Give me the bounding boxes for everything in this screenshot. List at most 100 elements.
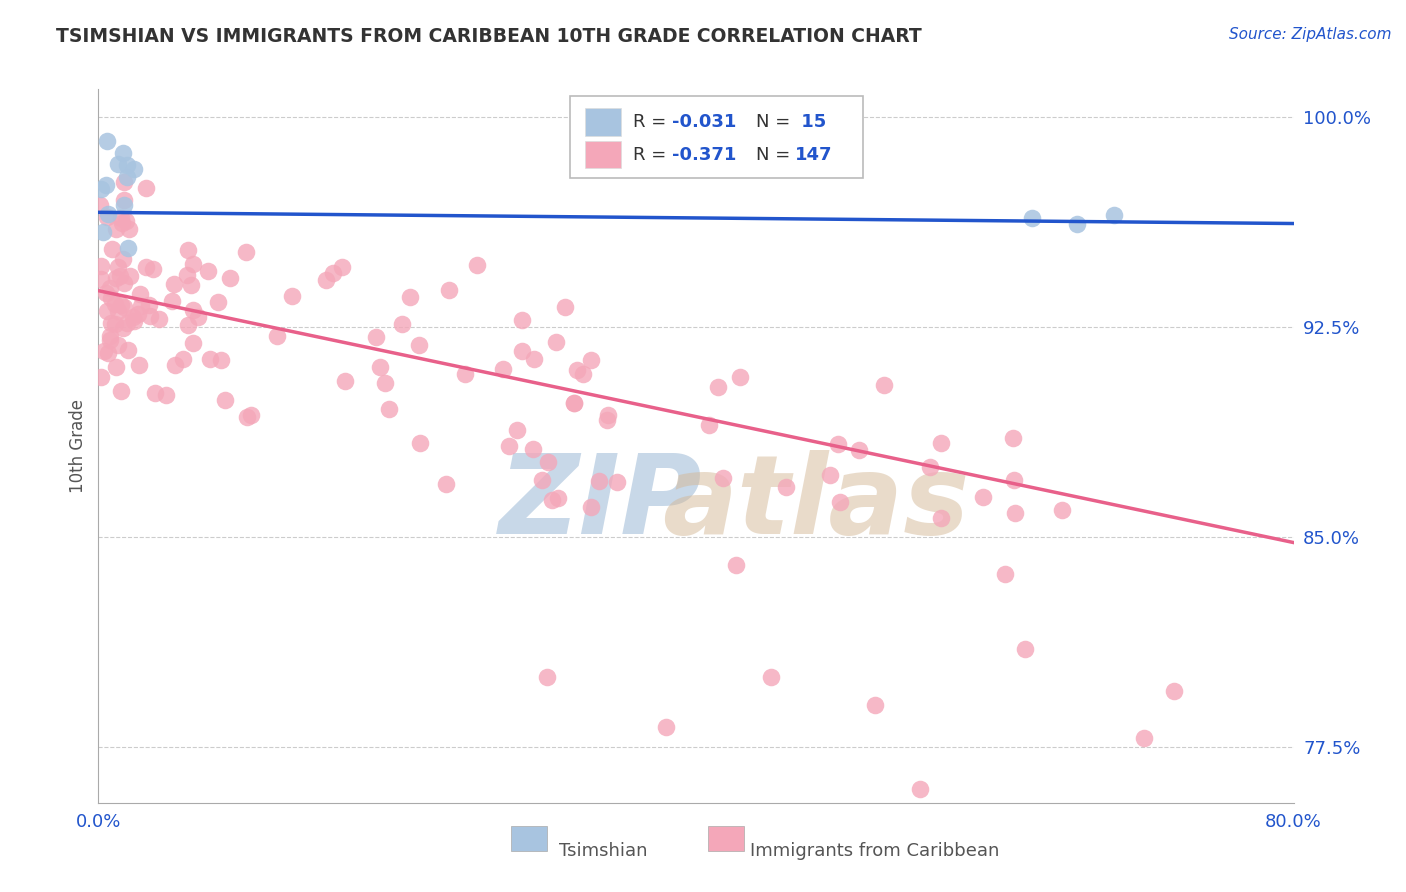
Point <box>775 480 797 494</box>
Point <box>437 283 460 297</box>
Point <box>697 417 720 432</box>
Point <box>112 320 135 334</box>
Point <box>1133 731 1156 746</box>
Point <box>177 243 200 257</box>
Point <box>711 470 734 484</box>
Point <box>374 376 396 391</box>
Point <box>112 277 135 291</box>
Point <box>523 351 546 366</box>
Point <box>333 374 356 388</box>
Point <box>465 258 488 272</box>
Point <box>104 317 127 331</box>
Point <box>96 304 118 318</box>
Point <box>98 281 121 295</box>
Point <box>91 225 114 239</box>
Point <box>155 387 177 401</box>
Point <box>127 307 149 321</box>
Point <box>235 244 257 259</box>
Point <box>90 181 112 195</box>
Point <box>138 298 160 312</box>
Point <box>236 409 259 424</box>
Point <box>655 720 678 734</box>
Point <box>135 180 157 194</box>
Text: Tsimshian: Tsimshian <box>558 842 647 860</box>
Point <box>97 346 120 360</box>
Point <box>96 210 118 224</box>
Point <box>707 380 730 394</box>
Point <box>562 396 585 410</box>
Point <box>107 303 129 318</box>
FancyBboxPatch shape <box>571 96 863 178</box>
Point <box>89 198 111 212</box>
Text: -0.371: -0.371 <box>672 146 737 164</box>
Point <box>1066 217 1088 231</box>
Text: N =: N = <box>756 113 796 131</box>
Point <box>110 298 132 312</box>
Point <box>378 402 401 417</box>
Point <box>505 423 527 437</box>
Point <box>97 207 120 221</box>
Point <box>510 312 533 326</box>
Point <box>90 272 112 286</box>
Point <box>598 409 620 423</box>
Point <box>579 352 602 367</box>
Point <box>209 353 232 368</box>
Point <box>929 435 952 450</box>
Point <box>100 316 122 330</box>
Point <box>142 262 165 277</box>
Point <box>181 336 204 351</box>
Point <box>1021 211 1043 225</box>
Point <box>315 273 337 287</box>
Point <box>409 435 432 450</box>
Point <box>759 670 782 684</box>
Point <box>510 343 533 358</box>
Text: ZIP: ZIP <box>499 450 702 557</box>
Text: Source: ZipAtlas.com: Source: ZipAtlas.com <box>1229 27 1392 42</box>
Point <box>176 268 198 283</box>
Point <box>100 333 122 347</box>
Point <box>148 312 170 326</box>
Point <box>105 359 128 374</box>
Point <box>454 367 477 381</box>
Point <box>110 211 132 226</box>
Point <box>98 329 121 343</box>
Point <box>536 455 558 469</box>
Point <box>112 300 135 314</box>
Point <box>108 268 131 283</box>
Point <box>200 352 222 367</box>
Point <box>541 493 564 508</box>
Point <box>94 178 117 192</box>
Point <box>121 310 143 325</box>
Point <box>112 175 135 189</box>
Point <box>399 290 422 304</box>
Point <box>214 392 236 407</box>
Point <box>530 473 553 487</box>
Point <box>128 358 150 372</box>
Text: R =: R = <box>633 146 672 164</box>
Point <box>972 490 994 504</box>
Point <box>1002 474 1025 488</box>
Point <box>330 260 353 274</box>
Point <box>115 169 138 184</box>
Point <box>391 317 413 331</box>
Point <box>107 338 129 352</box>
Point <box>107 260 129 275</box>
Point <box>266 329 288 343</box>
Point <box>177 318 200 332</box>
Point <box>181 257 204 271</box>
Point <box>107 157 129 171</box>
Point <box>522 442 544 456</box>
Bar <box>510 826 547 851</box>
Point <box>115 214 138 228</box>
Point <box>114 198 136 212</box>
Point <box>827 437 849 451</box>
Point <box>111 216 134 230</box>
Point <box>547 491 569 505</box>
Point <box>498 439 520 453</box>
Point <box>820 468 842 483</box>
Point <box>730 369 752 384</box>
Text: 147: 147 <box>796 146 832 164</box>
Point <box>124 313 146 327</box>
Point <box>565 362 588 376</box>
Point <box>724 558 747 572</box>
